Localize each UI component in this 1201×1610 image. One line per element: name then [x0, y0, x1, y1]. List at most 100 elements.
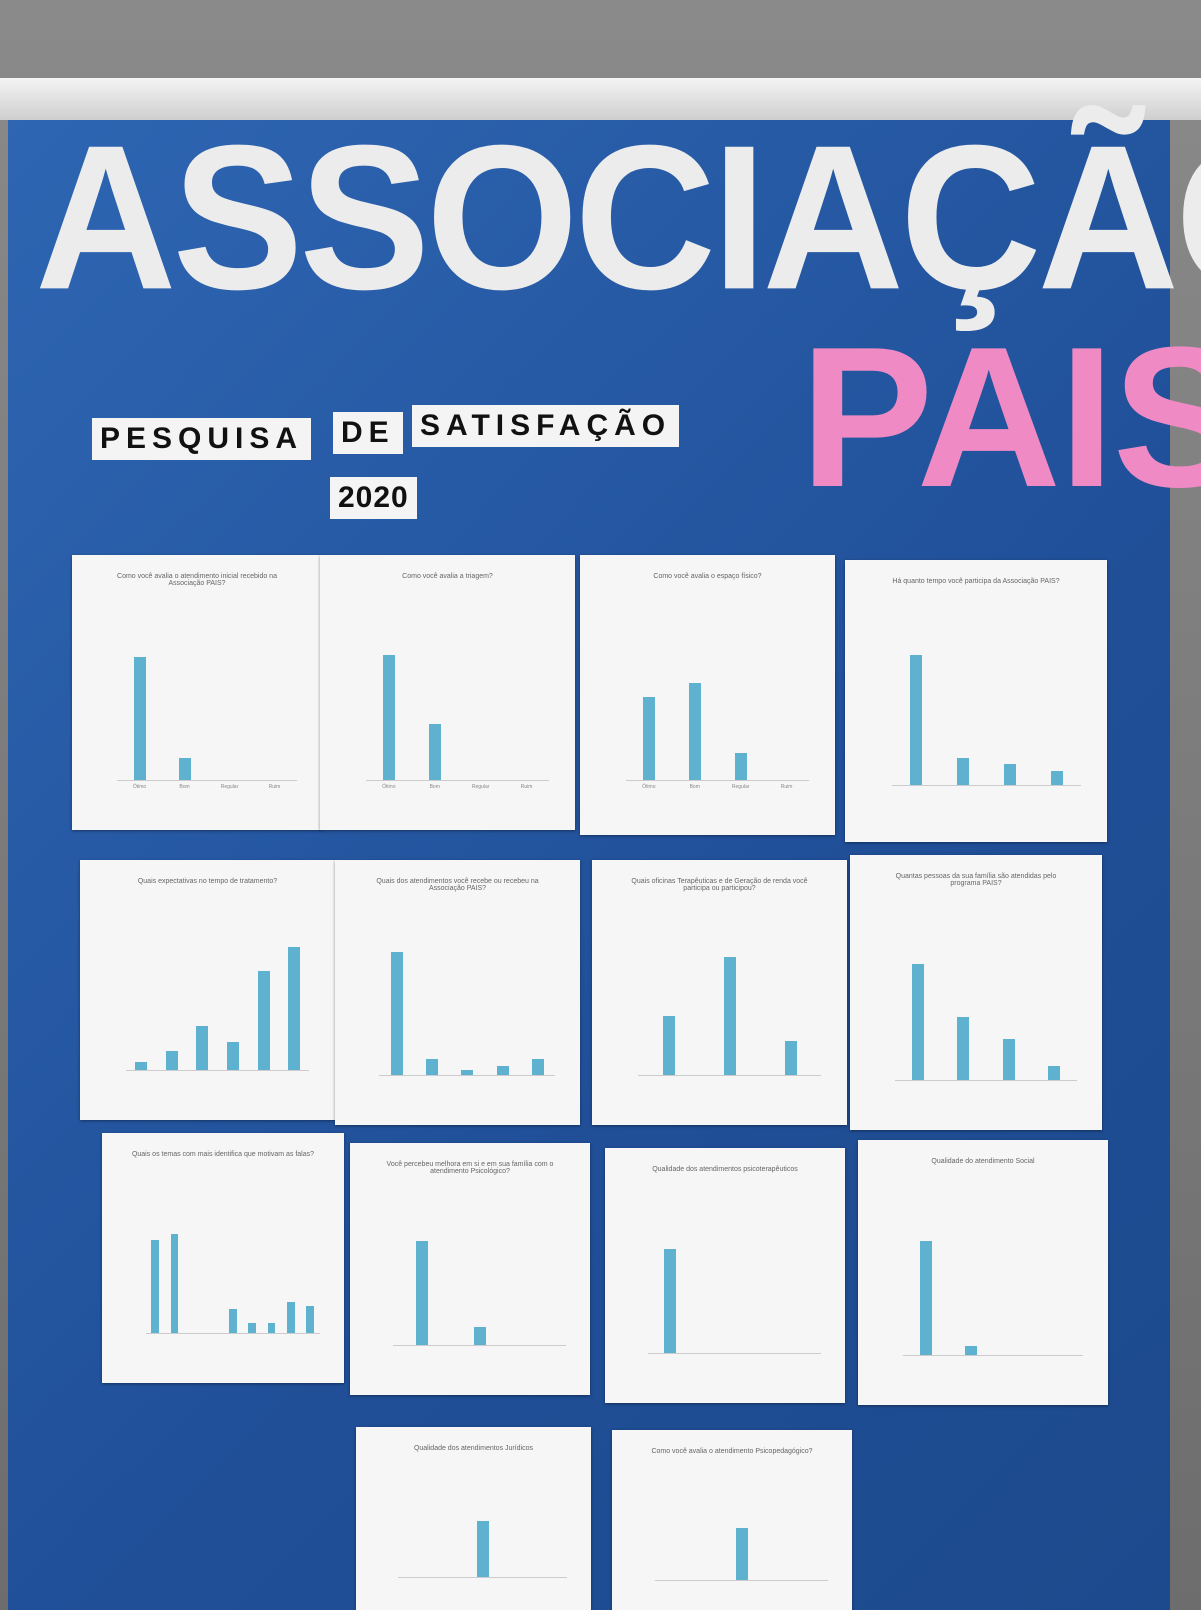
bar — [910, 655, 922, 786]
banner-title: ASSOCIAÇÃO — [35, 115, 1145, 321]
bar — [1048, 1066, 1060, 1081]
bar — [416, 1241, 428, 1345]
bar — [171, 1234, 179, 1333]
bar — [135, 1062, 147, 1070]
poster-title: Qualidade do atendimento Social — [888, 1158, 1078, 1165]
bar — [134, 657, 146, 780]
category-label: Bom — [412, 784, 458, 790]
poster-title: Quais expectativas no tempo de tratament… — [111, 878, 305, 885]
chart-poster: Quantas pessoas da sua família são atend… — [850, 855, 1102, 1130]
bar — [643, 697, 655, 780]
bar — [248, 1323, 256, 1333]
category-label: Regular — [458, 784, 504, 790]
bar — [461, 1070, 473, 1075]
bar — [785, 1041, 797, 1075]
x-axis — [366, 780, 550, 781]
chart-poster: Você percebeu melhora em si e em sua fam… — [350, 1143, 590, 1395]
bar — [736, 1528, 748, 1581]
category-label: Ótimo — [117, 784, 162, 790]
x-axis — [626, 780, 810, 781]
bar — [957, 1017, 969, 1080]
poster-title: Como você avalia a triagem? — [351, 573, 545, 580]
bar — [912, 964, 924, 1080]
bar — [1051, 771, 1063, 786]
category-label: Ótimo — [366, 784, 412, 790]
poster-title: Quantas pessoas da sua família são atend… — [880, 873, 1072, 887]
chart-poster: Quais os temas com mais identifica que m… — [102, 1133, 344, 1383]
category-label: Ruim — [252, 784, 297, 790]
banner-subtitle: PAIS — [800, 318, 1201, 518]
poster-title: Como você avalia o espaço físico? — [611, 573, 805, 580]
poster-title: Qualidade dos atendimentos Jurídicos — [384, 1445, 563, 1452]
x-axis — [895, 1080, 1076, 1081]
bar — [258, 971, 270, 1070]
survey-year: 2020 — [330, 477, 417, 519]
x-axis — [903, 1355, 1083, 1356]
bar — [196, 1026, 208, 1070]
survey-word: DE — [333, 412, 403, 454]
x-axis — [379, 1075, 555, 1076]
photo: ASSOCIAÇÃO PAIS PESQUISA DE SATISFAÇÃO 2… — [0, 0, 1201, 1610]
chart-poster: Qualidade do atendimento Social — [858, 1140, 1108, 1405]
x-axis — [892, 785, 1081, 786]
bar — [957, 758, 969, 785]
poster-title: Qualidade dos atendimentos psicoterapêut… — [634, 1166, 816, 1173]
chart-poster: Quais oficinas Terapêuticas e de Geração… — [592, 860, 847, 1125]
bar — [268, 1323, 276, 1333]
bar — [429, 724, 441, 780]
bar — [477, 1521, 489, 1577]
poster-title: Como você avalia o atendimento inicial r… — [102, 573, 292, 587]
bar — [689, 683, 701, 780]
x-axis — [398, 1577, 567, 1578]
bar — [663, 1016, 675, 1075]
bar — [724, 957, 736, 1075]
bar — [166, 1051, 178, 1071]
bar — [532, 1059, 544, 1075]
poster-title: Como você avalia o atendimento Psicopeda… — [641, 1448, 823, 1455]
bar — [306, 1306, 314, 1333]
chart-poster: Qualidade dos atendimentos psicoterapêut… — [605, 1148, 845, 1403]
survey-word: PESQUISA — [92, 418, 311, 460]
survey-word: SATISFAÇÃO — [412, 405, 679, 447]
category-label: Bom — [162, 784, 207, 790]
chart-poster: Quais expectativas no tempo de tratament… — [80, 860, 335, 1120]
category-label: Bom — [672, 784, 718, 790]
category-label: Regular — [718, 784, 764, 790]
x-axis — [648, 1353, 821, 1354]
x-axis — [655, 1580, 828, 1581]
poster-title: Quais oficinas Terapêuticas e de Geração… — [623, 878, 817, 892]
chart-poster: Quais dos atendimentos você recebe ou re… — [335, 860, 580, 1125]
x-axis — [393, 1345, 566, 1346]
bar — [179, 758, 191, 780]
bar — [664, 1249, 676, 1353]
bar — [965, 1346, 977, 1355]
bar — [426, 1059, 438, 1075]
bar — [287, 1302, 295, 1333]
x-axis — [117, 780, 297, 781]
bar — [497, 1066, 509, 1075]
poster-title: Quais os temas com mais identifica que m… — [131, 1151, 315, 1158]
x-axis — [146, 1333, 320, 1334]
bar — [1004, 764, 1016, 785]
chart-poster: Qualidade dos atendimentos Jurídicos — [356, 1427, 591, 1610]
category-label: Ruim — [504, 784, 550, 790]
bar — [383, 655, 395, 780]
bar — [1003, 1039, 1015, 1080]
poster-title: Você percebeu melhora em si e em sua fam… — [379, 1161, 561, 1175]
category-label: Ótimo — [626, 784, 672, 790]
bar — [151, 1240, 159, 1333]
chart-poster: Como você avalia o atendimento inicial r… — [72, 555, 322, 830]
bar — [227, 1042, 239, 1070]
poster-title: Há quanto tempo você participa da Associ… — [876, 578, 1075, 585]
x-axis — [638, 1075, 822, 1076]
bar — [229, 1309, 237, 1333]
bar — [288, 947, 300, 1071]
chart-poster: Há quanto tempo você participa da Associ… — [845, 560, 1107, 842]
bar — [391, 952, 403, 1075]
chart-poster: Como você avalia o atendimento Psicopeda… — [612, 1430, 852, 1610]
bar — [735, 753, 747, 780]
x-axis — [126, 1070, 310, 1071]
poster-title: Quais dos atendimentos você recebe ou re… — [364, 878, 550, 892]
